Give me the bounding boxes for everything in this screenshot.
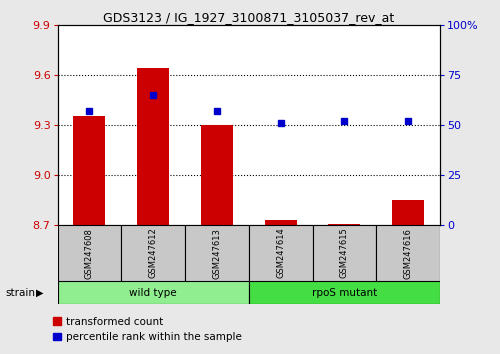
Text: GSM247612: GSM247612 bbox=[148, 228, 158, 279]
Text: GSM247616: GSM247616 bbox=[404, 228, 412, 279]
Text: strain: strain bbox=[5, 288, 35, 298]
Bar bbox=[74, 116, 106, 225]
Text: wild type: wild type bbox=[130, 288, 177, 298]
Bar bbox=[328, 224, 360, 225]
Bar bbox=[185, 225, 249, 281]
Bar bbox=[201, 125, 233, 225]
Bar bbox=[58, 281, 249, 304]
Bar bbox=[121, 225, 185, 281]
Title: GDS3123 / IG_1927_3100871_3105037_rev_at: GDS3123 / IG_1927_3100871_3105037_rev_at bbox=[103, 11, 395, 24]
Bar bbox=[376, 225, 440, 281]
Bar bbox=[137, 68, 169, 225]
Bar bbox=[249, 225, 312, 281]
Bar bbox=[312, 225, 376, 281]
Legend: transformed count, percentile rank within the sample: transformed count, percentile rank withi… bbox=[52, 317, 242, 342]
Text: GSM247608: GSM247608 bbox=[85, 228, 94, 279]
Text: GSM247614: GSM247614 bbox=[276, 228, 285, 279]
Bar bbox=[58, 225, 121, 281]
Bar bbox=[392, 200, 424, 225]
Bar bbox=[249, 281, 440, 304]
Bar bbox=[264, 220, 296, 225]
Text: rpoS mutant: rpoS mutant bbox=[312, 288, 377, 298]
Text: ▶: ▶ bbox=[36, 288, 44, 298]
Text: GSM247615: GSM247615 bbox=[340, 228, 349, 279]
Text: GSM247613: GSM247613 bbox=[212, 228, 222, 279]
